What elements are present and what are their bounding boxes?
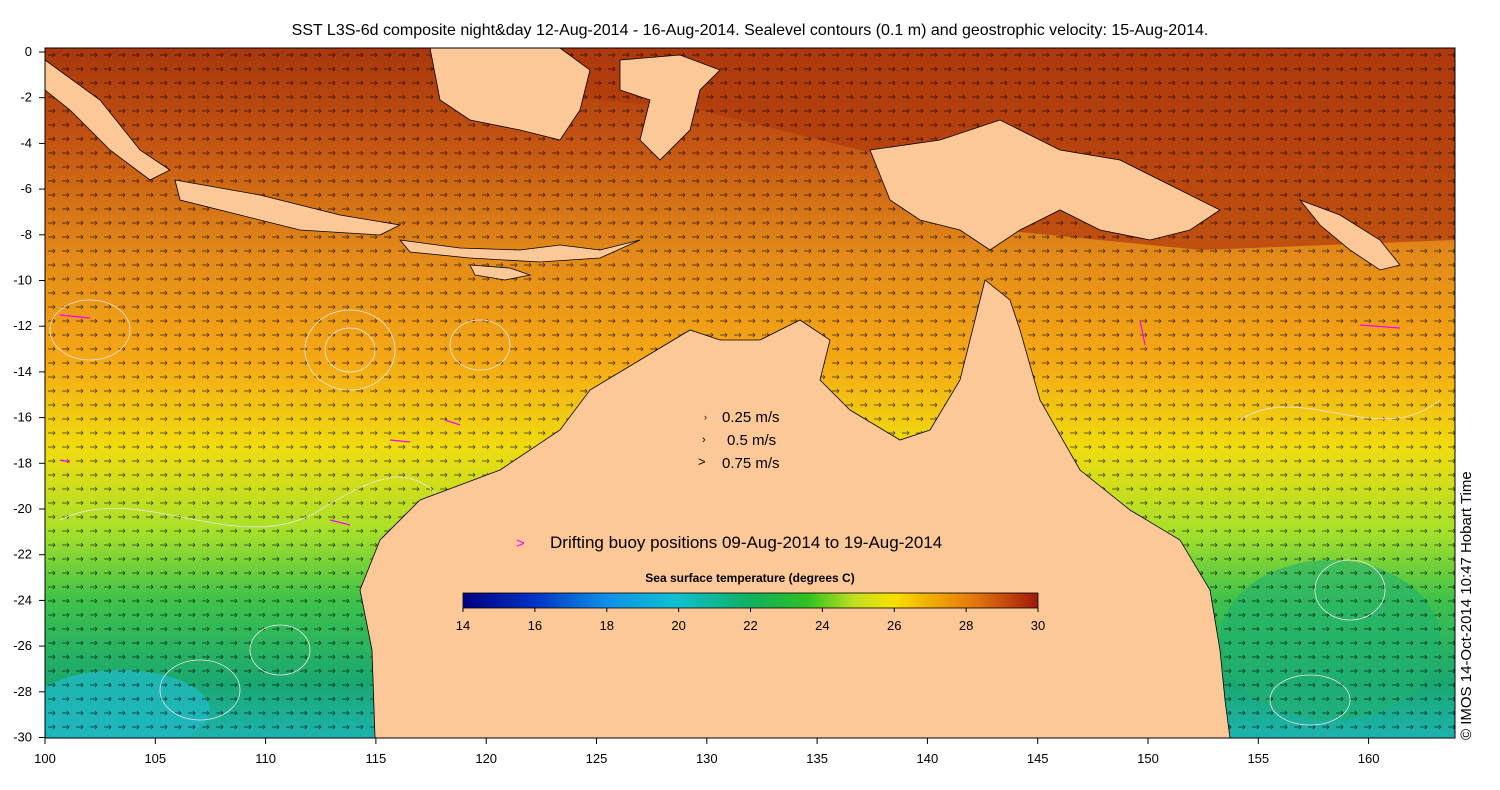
new-guinea-land	[869, 119, 1221, 251]
sumatra-land	[45, 59, 171, 181]
longitude-axis: 100 105 110 115 120 125 130 135 140 145 150 155 160	[34, 738, 1379, 766]
lat-tick-label: -28	[13, 684, 32, 699]
colorbar-tick-label: 14	[456, 618, 470, 633]
lat-tick-label: 0	[25, 44, 32, 59]
lat-tick-label: -16	[13, 410, 32, 425]
lon-tick-label: 160	[1358, 751, 1380, 766]
lon-tick-label: 140	[917, 751, 939, 766]
colorbar-title: Sea surface temperature (degrees C)	[645, 571, 854, 585]
lat-tick-label: -22	[13, 547, 32, 562]
land-masses	[45, 48, 1401, 738]
imos-credit: © IMOS 14-Oct-2014 10:47 Hobart Time	[1458, 471, 1475, 740]
buoy-legend: > Drifting buoy positions 09-Aug-2014 to…	[516, 533, 942, 552]
velocity-label-05: 0.5 m/s	[727, 432, 776, 449]
lon-tick-label: 145	[1027, 751, 1049, 766]
sulawesi-land	[619, 54, 721, 161]
velocity-label-075: 0.75 m/s	[722, 455, 780, 472]
lon-tick-label: 100	[34, 751, 56, 766]
java-land	[174, 179, 402, 236]
lat-tick-label: -12	[13, 318, 32, 333]
latitude-axis: 0 -2 -4 -6 -8 -10 -12 -14 -16 -18 -20 -22 -24 -26 -28 -…	[13, 44, 45, 745]
buoy-tracks	[59, 314, 1401, 526]
velocity-label-025: 0.25 m/s	[722, 409, 780, 426]
colorbar-tick-label: 26	[887, 618, 901, 633]
map-plot-area	[45, 48, 1455, 738]
lon-tick-label: 125	[586, 751, 608, 766]
lon-tick-label: 150	[1137, 751, 1159, 766]
colorbar-tick-label: 28	[959, 618, 973, 633]
buoy-legend-label: Drifting buoy positions 09-Aug-2014 to 1…	[550, 533, 942, 552]
sealevel-contours	[49, 299, 1441, 726]
velocity-arrow-3: >	[698, 454, 706, 469]
velocity-arrow-1: ›	[704, 412, 707, 422]
colorbar-gradient	[462, 592, 1039, 609]
lat-tick-label: -20	[13, 501, 32, 516]
colorbar-tick-label: 24	[815, 618, 829, 633]
lon-tick-label: 110	[255, 751, 276, 766]
colorbar-tick-label: 16	[528, 618, 542, 633]
colorbar-tick-label: 20	[671, 618, 685, 633]
lon-tick-label: 115	[366, 751, 387, 766]
lat-tick-label: -26	[13, 638, 32, 653]
lon-tick-label: 130	[696, 751, 718, 766]
lat-tick-label: -4	[20, 135, 32, 150]
lat-tick-label: -24	[13, 592, 32, 607]
lat-tick-label: -2	[20, 90, 32, 105]
lon-tick-label: 105	[144, 751, 166, 766]
colorbar-ticks: 14 16 18 20 22 24 26 28 30	[456, 608, 1045, 633]
lon-tick-label: 120	[475, 751, 497, 766]
velocity-legend: › › > 0.25 m/s 0.5 m/s 0.75 m/s	[698, 409, 780, 472]
lat-tick-label: -18	[13, 455, 32, 470]
lat-tick-label: -10	[13, 273, 32, 288]
lon-tick-label: 135	[806, 751, 828, 766]
lon-tick-label: 155	[1247, 751, 1269, 766]
solomon-islands	[1298, 199, 1401, 271]
colorbar-tick-label: 30	[1031, 618, 1045, 633]
lat-tick-label: -30	[13, 730, 32, 745]
colorbar-tick-label: 18	[600, 618, 614, 633]
buoy-marker-icon: >	[516, 535, 525, 552]
lat-tick-label: -6	[20, 181, 32, 196]
australia-land	[359, 279, 1231, 738]
sst-colorbar: Sea surface temperature (degrees C) 14 16…	[456, 571, 1045, 633]
lat-tick-label: -8	[20, 227, 32, 242]
colorbar-tick-label: 22	[743, 618, 757, 633]
plot-frame	[44, 47, 1456, 739]
timor-island	[469, 264, 532, 281]
map-title: SST L3S-6d composite night&day 12-Aug-20…	[291, 22, 1209, 39]
velocity-arrow-2: ›	[702, 434, 706, 446]
lat-tick-label: -14	[13, 364, 32, 379]
borneo-land	[429, 48, 591, 141]
lesser-sunda-islands	[399, 239, 641, 263]
